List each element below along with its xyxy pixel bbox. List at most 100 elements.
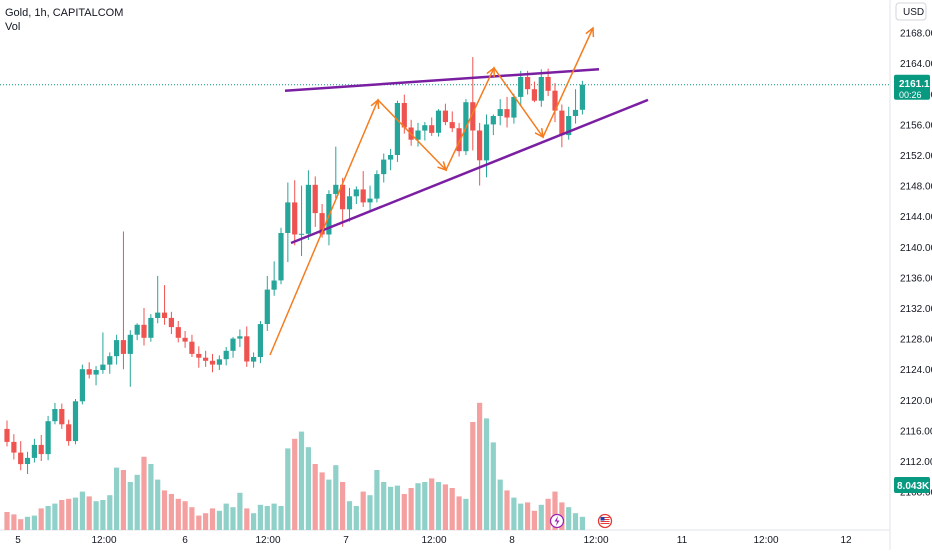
volume-bar bbox=[346, 501, 353, 530]
candle-body bbox=[244, 336, 250, 362]
volume-bar bbox=[518, 503, 524, 530]
candle-body bbox=[134, 324, 140, 335]
candle-body bbox=[470, 102, 476, 131]
volume-bar bbox=[203, 513, 209, 530]
time-tick-label: 12:00 bbox=[421, 535, 446, 546]
candle-body bbox=[552, 90, 558, 111]
volume-bar bbox=[18, 519, 24, 530]
volume-bar bbox=[333, 465, 339, 530]
time-tick-label: 12:00 bbox=[753, 535, 778, 546]
price-tick-label: 2128.00 bbox=[900, 335, 932, 346]
volume-bar bbox=[148, 464, 154, 530]
time-tick-label: 12:00 bbox=[255, 535, 280, 546]
candle-body bbox=[381, 159, 387, 175]
flag-stripe bbox=[600, 519, 610, 520]
volume-bar bbox=[360, 491, 366, 530]
price-tick-label: 2112.00 bbox=[900, 457, 932, 468]
volume-bar bbox=[11, 514, 17, 530]
time-tick-label: 12:00 bbox=[91, 535, 116, 546]
volume-bar bbox=[353, 506, 359, 530]
volume-bar bbox=[422, 482, 428, 530]
candle-body bbox=[401, 103, 407, 128]
volume-badge-label: 8.043K bbox=[897, 481, 930, 492]
volume-bar bbox=[531, 510, 537, 530]
candle-body bbox=[4, 428, 10, 442]
candle-body bbox=[483, 124, 490, 161]
candle-body bbox=[449, 122, 455, 129]
volume-bar bbox=[38, 508, 44, 530]
volume-bar bbox=[244, 508, 250, 530]
candle-body bbox=[93, 370, 99, 375]
candle-body bbox=[11, 441, 17, 453]
candle-body bbox=[346, 196, 353, 210]
candle-body bbox=[285, 202, 291, 233]
candle-body bbox=[298, 233, 305, 235]
volume-bar bbox=[292, 438, 298, 530]
volume-bar bbox=[182, 501, 188, 530]
candle-body bbox=[209, 360, 216, 365]
volume-bar bbox=[141, 456, 147, 530]
candle-body bbox=[435, 110, 442, 133]
candle-body bbox=[230, 338, 236, 351]
volume-bar bbox=[394, 485, 400, 530]
last-price-label: 2161.18 bbox=[899, 79, 932, 90]
volume-bar bbox=[251, 513, 257, 530]
time-tick-label: 7 bbox=[343, 535, 349, 546]
candle-body bbox=[353, 189, 359, 197]
candle-body bbox=[182, 337, 188, 342]
candle-body bbox=[531, 89, 537, 101]
candle-body bbox=[203, 357, 209, 361]
candle-body bbox=[168, 317, 174, 328]
arrow-head bbox=[486, 66, 496, 78]
volume-bar bbox=[175, 498, 181, 530]
candle-body bbox=[86, 369, 92, 375]
volume-bar bbox=[477, 402, 483, 530]
time-tick-label: 8 bbox=[509, 535, 515, 546]
candle-body bbox=[59, 409, 65, 425]
candle-body bbox=[518, 77, 524, 97]
volume-bar bbox=[456, 496, 462, 530]
price-tick-label: 2136.00 bbox=[900, 273, 932, 284]
volume-bar bbox=[470, 422, 476, 530]
flag-stripe bbox=[600, 523, 610, 524]
candle-body bbox=[360, 189, 366, 203]
volume-bar bbox=[463, 498, 469, 530]
candle-body bbox=[251, 357, 257, 362]
volume-bar bbox=[230, 507, 236, 530]
symbol-title[interactable]: Gold, 1h, CAPITALCOM bbox=[5, 7, 124, 19]
arrow-head bbox=[370, 98, 380, 110]
volume-bar bbox=[196, 515, 202, 530]
flag-canton bbox=[600, 517, 605, 521]
candle-body bbox=[257, 324, 263, 357]
price-tick-label: 2140.00 bbox=[900, 243, 932, 254]
candle-body bbox=[223, 350, 229, 360]
candle-body bbox=[264, 289, 270, 324]
candle-body bbox=[196, 353, 202, 358]
arrow-head bbox=[437, 161, 448, 172]
volume-bar bbox=[237, 492, 243, 530]
candle-body bbox=[305, 184, 311, 234]
volume-bar bbox=[374, 470, 380, 530]
candle-body bbox=[525, 77, 531, 90]
chart-legend: Gold, 1h, CAPITALCOM Vol bbox=[5, 6, 123, 34]
volume-bar bbox=[59, 500, 65, 530]
volume-bar bbox=[72, 497, 79, 530]
volume-bar bbox=[79, 491, 85, 530]
time-tick-label: 12:00 bbox=[583, 535, 608, 546]
candle-body bbox=[497, 109, 503, 116]
time-tick-label: 6 bbox=[182, 535, 188, 546]
price-tick-label: 2152.00 bbox=[900, 151, 932, 162]
last-price-badge bbox=[894, 74, 930, 100]
volume-bar bbox=[435, 482, 442, 530]
volume-bar bbox=[504, 490, 510, 530]
candle-body bbox=[511, 96, 517, 118]
candle-body bbox=[45, 421, 51, 455]
volume-bar bbox=[388, 486, 394, 530]
candle-body bbox=[72, 401, 79, 442]
candle-body bbox=[107, 356, 113, 365]
volume-legend[interactable]: Vol bbox=[5, 21, 21, 33]
flag-stripe bbox=[600, 517, 610, 518]
candle-body bbox=[127, 334, 133, 354]
